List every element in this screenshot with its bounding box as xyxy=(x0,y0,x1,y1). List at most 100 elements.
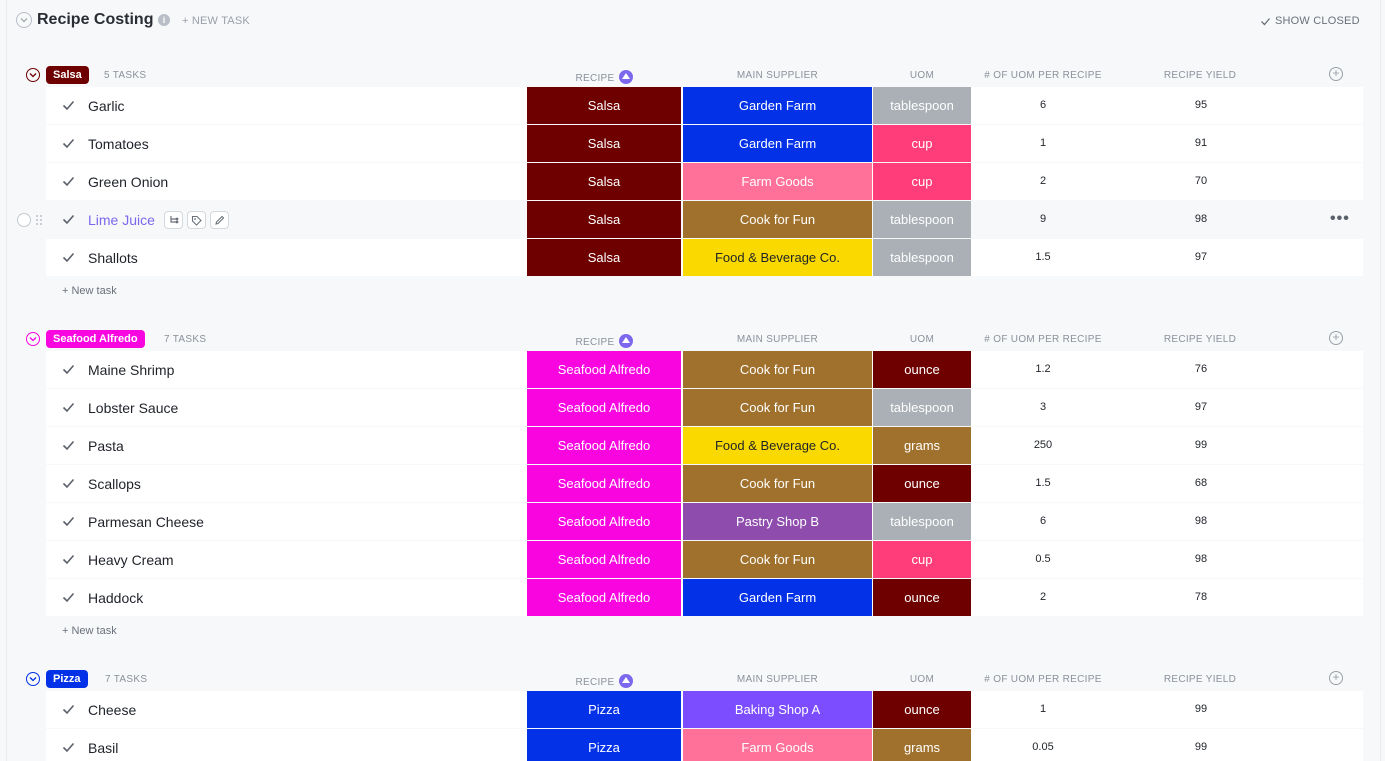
supplier-cell[interactable]: Cook for Fun xyxy=(683,389,872,426)
check-icon[interactable] xyxy=(62,175,75,188)
new-task-row-button[interactable]: + New task xyxy=(62,625,117,637)
task-name[interactable]: Cheese xyxy=(88,702,137,718)
uom-cell[interactable]: cup xyxy=(873,163,971,200)
recipe-yield-cell[interactable]: 97 xyxy=(1194,401,1208,413)
uom-per-recipe-cell[interactable]: 9 xyxy=(1039,213,1047,225)
check-icon[interactable] xyxy=(62,251,75,264)
recipe-cell[interactable]: Salsa xyxy=(527,163,681,200)
table-row[interactable]: Maine Shrimp Seafood Alfredo Cook for Fun o… xyxy=(46,351,1363,388)
row-select-checkbox[interactable] xyxy=(17,213,31,227)
task-name[interactable]: Heavy Cream xyxy=(88,552,174,568)
uom-per-recipe-cell[interactable]: 0.5 xyxy=(1035,553,1051,565)
recipe-cell[interactable]: Seafood Alfredo xyxy=(527,351,681,388)
recipe-yield-cell[interactable]: 99 xyxy=(1194,741,1208,753)
uom-per-recipe-cell[interactable]: 3 xyxy=(1039,401,1047,413)
check-icon[interactable] xyxy=(62,515,75,528)
uom-cell[interactable]: tablespoon xyxy=(873,389,971,426)
recipe-cell[interactable]: Pizza xyxy=(527,691,681,728)
table-row[interactable]: Green Onion Salsa Farm Goods cup 2 70 xyxy=(46,163,1363,200)
recipe-yield-cell[interactable]: 97 xyxy=(1194,251,1208,263)
subtask-button[interactable] xyxy=(164,211,183,229)
group-collapse-toggle[interactable] xyxy=(26,332,40,346)
uom-per-recipe-cell[interactable]: 1 xyxy=(1039,137,1047,149)
uom-cell[interactable]: cup xyxy=(873,541,971,578)
task-name[interactable]: Haddock xyxy=(88,590,144,606)
sort-ascending-icon[interactable] xyxy=(618,70,633,84)
recipe-cell[interactable]: Salsa xyxy=(527,125,681,162)
uom-cell[interactable]: grams xyxy=(873,729,971,761)
column-header-main-supplier[interactable]: MAIN SUPPLIER xyxy=(683,334,872,345)
column-header-recipe-yield[interactable]: RECIPE YIELD xyxy=(1130,70,1270,81)
check-icon[interactable] xyxy=(62,477,75,490)
recipe-cell[interactable]: Seafood Alfredo xyxy=(527,427,681,464)
recipe-yield-cell[interactable]: 98 xyxy=(1194,213,1208,225)
column-header-uom-per-recipe[interactable]: # OF UOM PER RECIPE xyxy=(973,334,1113,345)
check-icon[interactable] xyxy=(62,137,75,150)
recipe-cell[interactable]: Seafood Alfredo xyxy=(527,465,681,502)
task-name[interactable]: Tomatoes xyxy=(88,136,149,152)
group-collapse-toggle[interactable] xyxy=(26,68,40,82)
check-icon[interactable] xyxy=(62,703,75,716)
uom-per-recipe-cell[interactable]: 250 xyxy=(1033,439,1053,451)
check-icon[interactable] xyxy=(62,363,75,376)
column-header-main-supplier[interactable]: MAIN SUPPLIER xyxy=(683,70,872,81)
task-name[interactable]: Scallops xyxy=(88,476,141,492)
uom-cell[interactable]: ounce xyxy=(873,465,971,502)
collapse-all-toggle[interactable] xyxy=(16,12,32,28)
column-header-uom[interactable]: UOM xyxy=(873,334,971,345)
check-icon[interactable] xyxy=(62,401,75,414)
table-row[interactable]: Garlic Salsa Garden Farm tablespoon 6 95 xyxy=(46,87,1363,124)
new-task-row-button[interactable]: + New task xyxy=(62,285,117,297)
recipe-yield-cell[interactable]: 98 xyxy=(1194,553,1208,565)
group-status-tag[interactable]: Salsa xyxy=(46,66,89,84)
supplier-cell[interactable]: Farm Goods xyxy=(683,163,872,200)
recipe-cell[interactable]: Seafood Alfredo xyxy=(527,579,681,616)
drag-handle-icon[interactable] xyxy=(35,214,43,226)
uom-cell[interactable]: grams xyxy=(873,427,971,464)
supplier-cell[interactable]: Cook for Fun xyxy=(683,201,872,238)
group-status-tag[interactable]: Pizza xyxy=(46,670,88,688)
table-row[interactable]: Tomatoes Salsa Garden Farm cup 1 91 xyxy=(46,125,1363,162)
supplier-cell[interactable]: Garden Farm xyxy=(683,579,872,616)
task-name[interactable]: Maine Shrimp xyxy=(88,362,175,378)
column-header-main-supplier[interactable]: MAIN SUPPLIER xyxy=(683,674,872,685)
recipe-cell[interactable]: Salsa xyxy=(527,87,681,124)
sort-ascending-icon[interactable] xyxy=(618,674,633,688)
check-icon[interactable] xyxy=(62,99,75,112)
uom-per-recipe-cell[interactable]: 6 xyxy=(1039,515,1047,527)
task-name[interactable]: Lime Juice xyxy=(88,212,155,228)
supplier-cell[interactable]: Pastry Shop B xyxy=(683,503,872,540)
uom-per-recipe-cell[interactable]: 0.05 xyxy=(1032,741,1054,753)
tag-button[interactable] xyxy=(187,211,206,229)
supplier-cell[interactable]: Food & Beverage Co. xyxy=(683,427,872,464)
table-row[interactable]: Heavy Cream Seafood Alfredo Cook for Fun cu… xyxy=(46,541,1363,578)
table-row[interactable]: Basil Pizza Farm Goods grams 0.05 99 xyxy=(46,729,1363,761)
task-name[interactable]: Basil xyxy=(88,740,119,756)
recipe-cell[interactable]: Pizza xyxy=(527,729,681,761)
supplier-cell[interactable]: Cook for Fun xyxy=(683,541,872,578)
column-header-uom[interactable]: UOM xyxy=(873,674,971,685)
check-icon[interactable] xyxy=(62,213,75,226)
check-icon[interactable] xyxy=(62,591,75,604)
recipe-yield-cell[interactable]: 70 xyxy=(1194,175,1208,187)
pencil-button[interactable] xyxy=(210,211,229,229)
group-collapse-toggle[interactable] xyxy=(26,672,40,686)
recipe-yield-cell[interactable]: 99 xyxy=(1194,439,1208,451)
uom-per-recipe-cell[interactable]: 1.2 xyxy=(1035,363,1051,375)
table-row[interactable]: Lime Juice ••• Salsa Cook for Fun tablespoon… xyxy=(46,201,1363,238)
recipe-yield-cell[interactable]: 68 xyxy=(1194,477,1208,489)
column-header-recipe-yield[interactable]: RECIPE YIELD xyxy=(1130,674,1270,685)
uom-cell[interactable]: ounce xyxy=(873,691,971,728)
uom-per-recipe-cell[interactable]: 6 xyxy=(1039,99,1047,111)
uom-per-recipe-cell[interactable]: 1.5 xyxy=(1035,251,1051,263)
task-name[interactable]: Lobster Sauce xyxy=(88,400,179,416)
uom-cell[interactable]: ounce xyxy=(873,579,971,616)
uom-per-recipe-cell[interactable]: 2 xyxy=(1039,591,1047,603)
task-name[interactable]: Garlic xyxy=(88,98,125,114)
supplier-cell[interactable]: Cook for Fun xyxy=(683,465,872,502)
task-name[interactable]: Parmesan Cheese xyxy=(88,514,204,530)
supplier-cell[interactable]: Garden Farm xyxy=(683,87,872,124)
supplier-cell[interactable]: Farm Goods xyxy=(683,729,872,761)
uom-cell[interactable]: tablespoon xyxy=(873,239,971,276)
recipe-cell[interactable]: Seafood Alfredo xyxy=(527,389,681,426)
